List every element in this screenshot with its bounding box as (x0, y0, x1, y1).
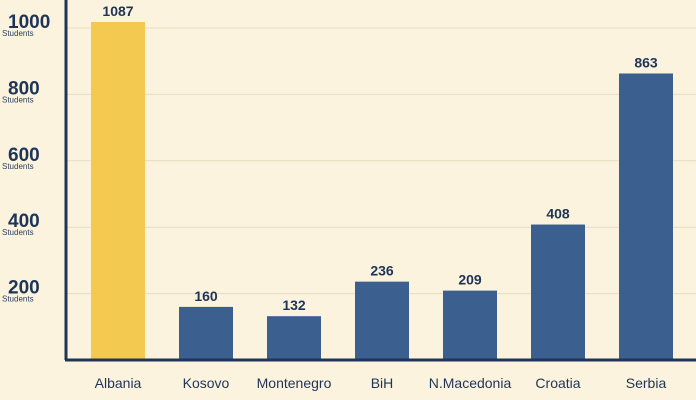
y-tick-label: 400 (8, 211, 40, 232)
bar-serbia (619, 73, 673, 360)
y-tick-unit: Students (2, 295, 34, 304)
data-label: 408 (546, 206, 570, 222)
data-label: 863 (634, 54, 658, 70)
y-tick-label: 200 (8, 278, 40, 299)
y-tick-unit: Students (2, 162, 34, 171)
bar-montenegro (267, 316, 321, 360)
x-tick-label: Croatia (535, 375, 580, 391)
y-tick-label: 800 (8, 78, 40, 99)
bar-bih (355, 281, 409, 360)
y-tick-unit: Students (2, 29, 34, 38)
x-tick-label: Montenegro (257, 375, 332, 391)
axes: 200Students400Students600Students800Stud… (2, 0, 696, 362)
bar-kosovo (179, 306, 233, 360)
x-tick-label: BiH (371, 375, 394, 391)
y-tick-label: 600 (8, 145, 40, 166)
bar-nmacedonia (443, 290, 497, 360)
x-tick-label: Albania (95, 375, 142, 391)
data-label: 1087 (102, 3, 133, 19)
data-label: 132 (282, 297, 306, 313)
x-tick-label: N.Macedonia (429, 375, 512, 391)
y-tick-unit: Students (2, 228, 34, 237)
bar-albania (91, 22, 145, 360)
data-label: 209 (458, 272, 482, 288)
data-label: 160 (194, 288, 218, 304)
x-tick-label: Serbia (626, 375, 667, 391)
bar-croatia (531, 224, 585, 360)
labels: 1087 Albania 160 Kosovo 132 Montenegro 236 BiH 2… (95, 3, 667, 391)
data-label: 236 (370, 263, 394, 279)
gridlines (66, 27, 696, 295)
x-tick-label: Kosovo (183, 375, 230, 391)
bars (91, 22, 673, 360)
y-tick-unit: Students (2, 95, 34, 104)
y-tick-label: 1000 (8, 12, 50, 33)
